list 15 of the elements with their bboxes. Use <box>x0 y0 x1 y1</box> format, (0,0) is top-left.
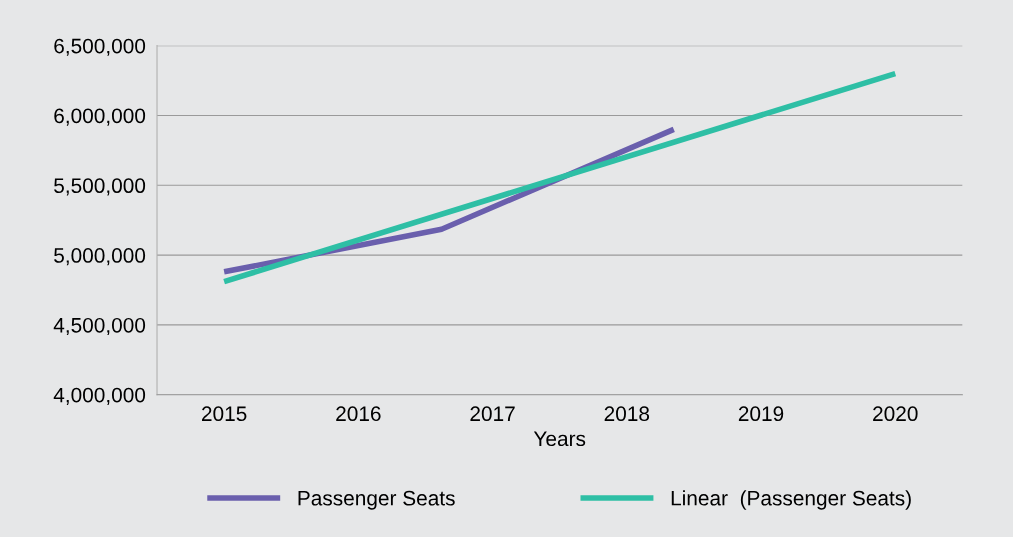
y-tick-label: 6,500,000 <box>54 38 146 56</box>
legend-label: Passenger Seats <box>298 490 455 510</box>
x-tick-label: 2017 <box>470 406 515 422</box>
x-tick-label: 2015 <box>202 406 247 422</box>
y-tick-label: 4,000,000 <box>53 387 146 405</box>
y-tick-label: 4,500,000 <box>53 317 146 336</box>
y-tick-label: 5,000,000 <box>54 248 146 266</box>
x-axis-title: Years <box>533 431 586 447</box>
x-tick-label: 2016 <box>336 406 381 422</box>
x-tick-label: 2018 <box>604 406 650 422</box>
x-tick-label: 2020 <box>873 406 918 422</box>
y-tick-label: 5,500,000 <box>54 178 146 196</box>
x-tick-label: 2019 <box>738 406 784 422</box>
legend-label: Linear (Passenger Seats) <box>671 490 911 510</box>
y-tick-label: 6,000,000 <box>54 108 146 126</box>
